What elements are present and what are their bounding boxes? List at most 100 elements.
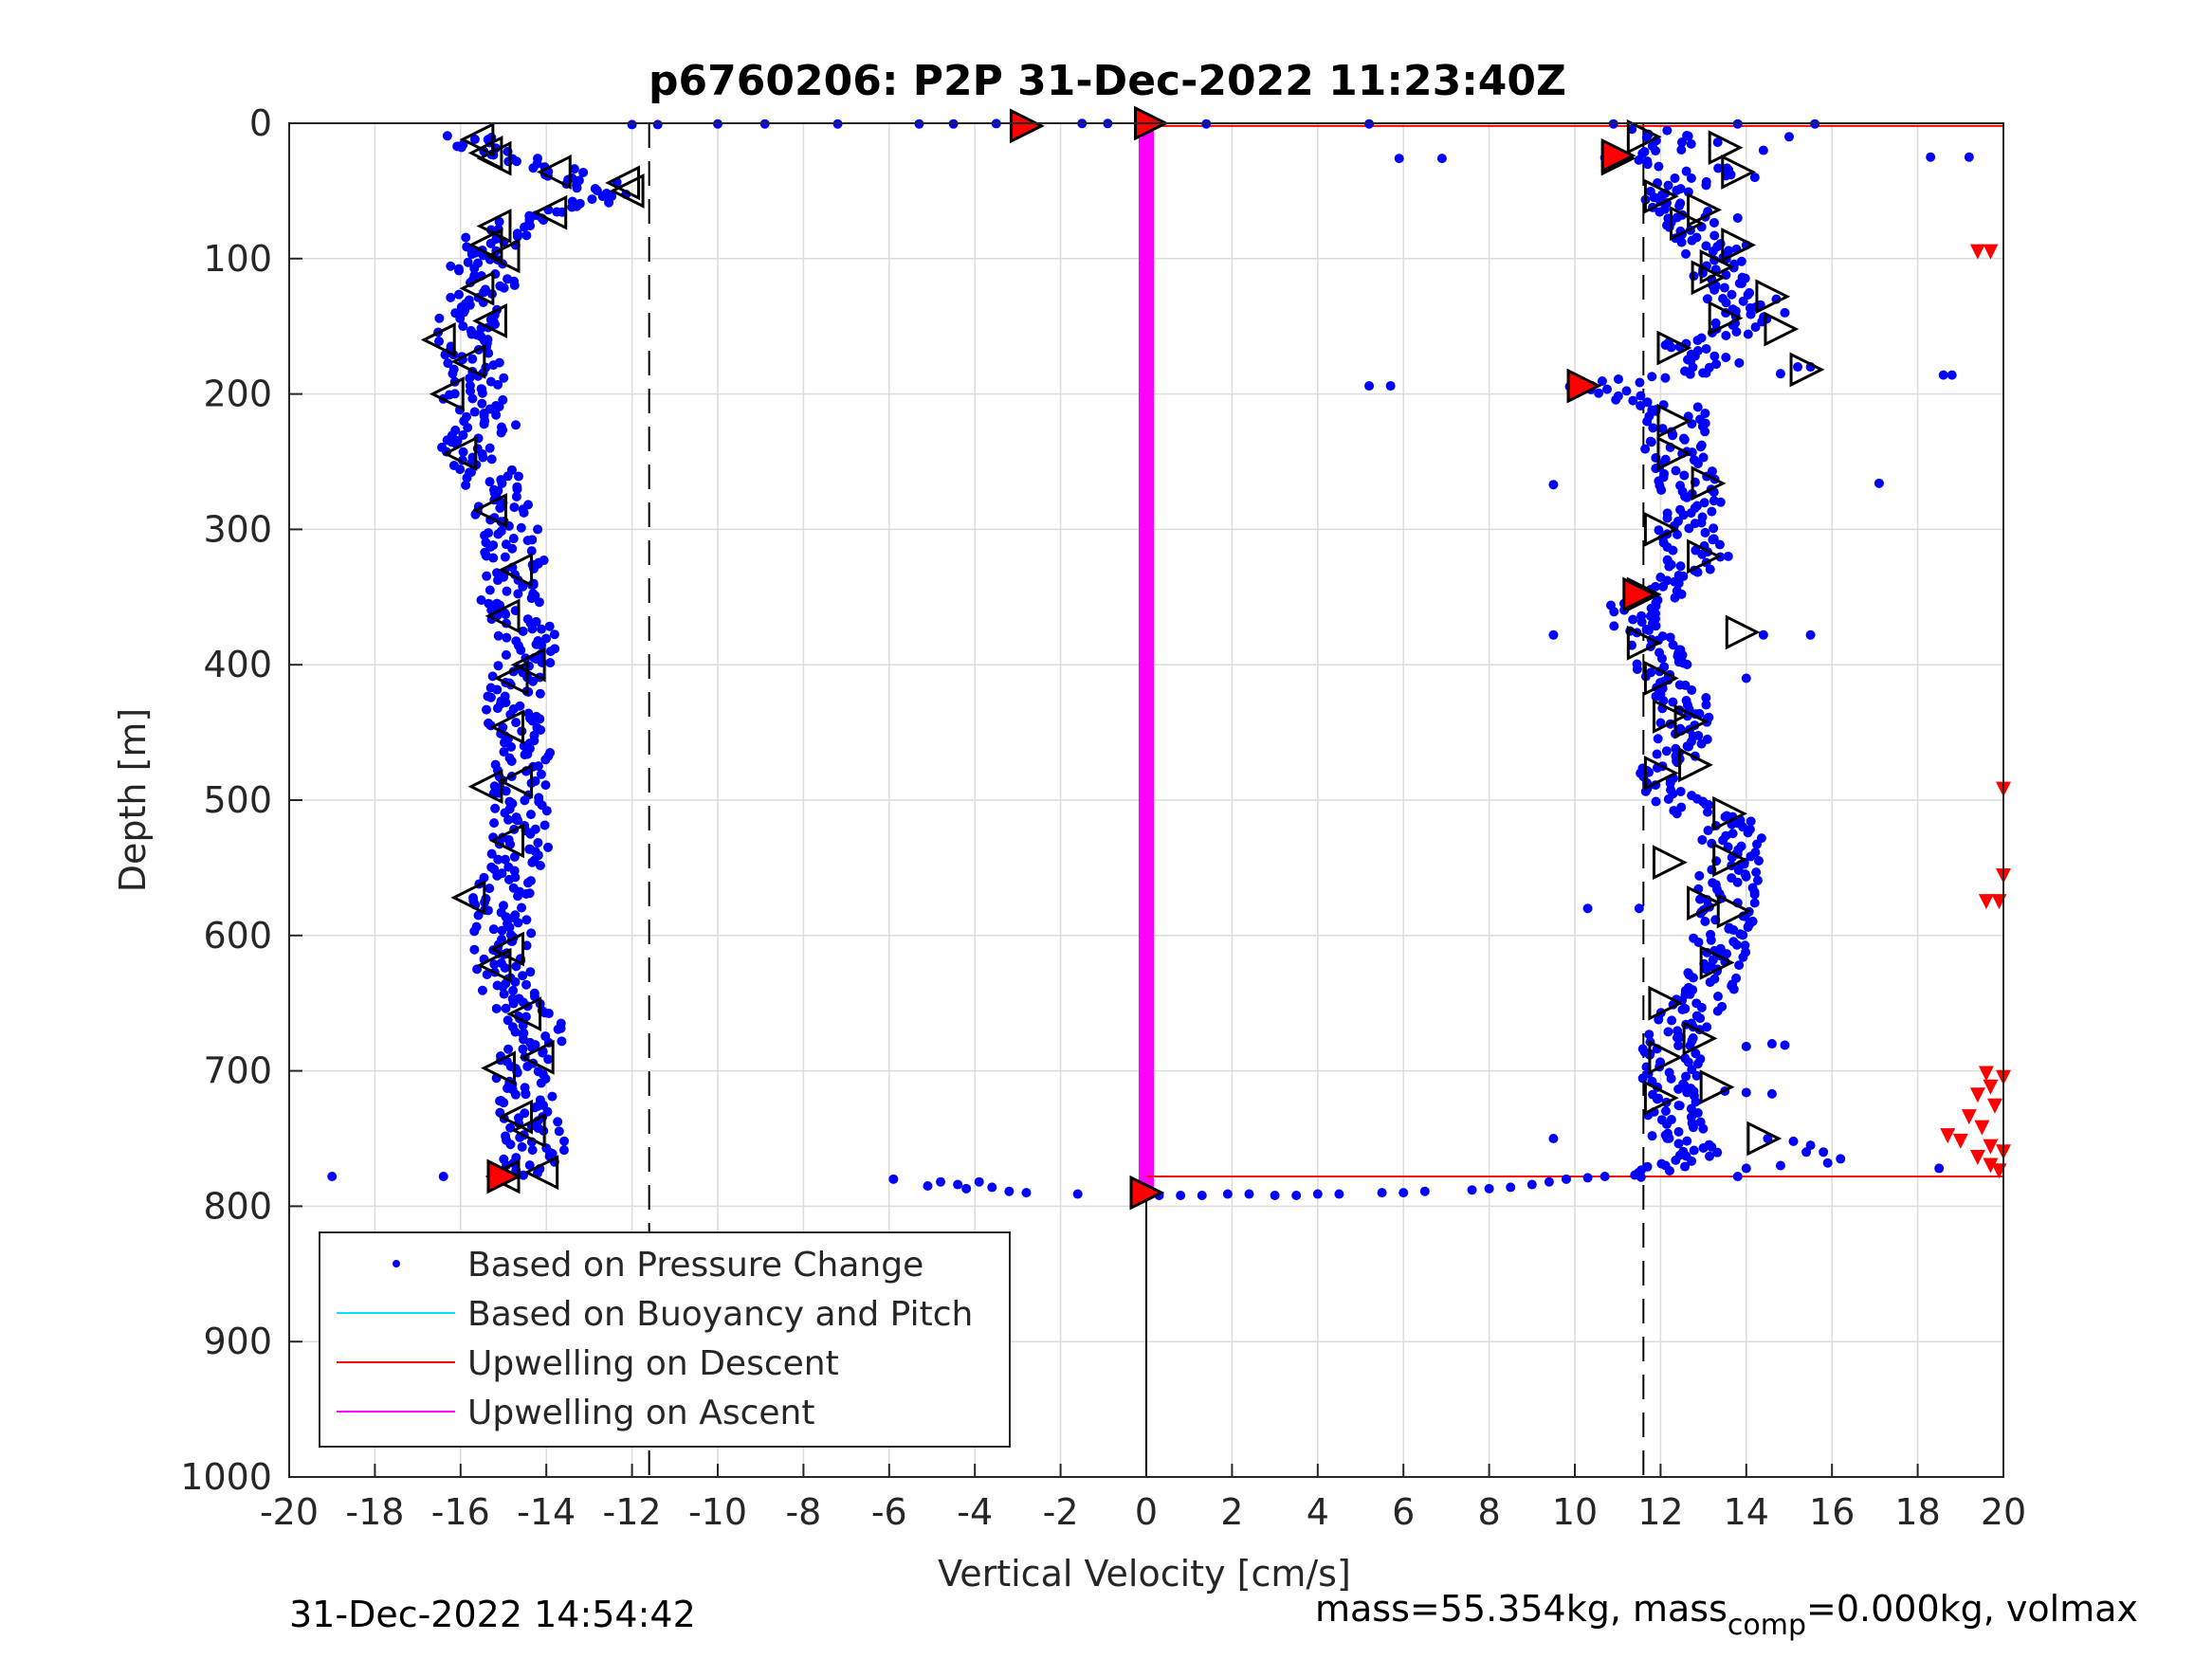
descent-point [1746,851,1756,862]
pitch-marker-left [429,376,465,412]
ascent-point [469,407,480,417]
ascent-point [504,922,515,933]
descent-point [1709,351,1720,361]
ascent-point [533,837,543,848]
pitch-marker-right [1626,625,1662,661]
pitch-marker-right [1708,301,1744,337]
descent-point [1684,741,1694,752]
ascent-point [484,348,494,358]
ascent-point [493,379,503,390]
ascent-point [461,232,471,243]
velocity-point [1582,903,1593,914]
descent-point [1731,939,1742,950]
descent-point [1651,146,1661,156]
descent-point [1597,376,1607,387]
descent-point [1749,889,1760,900]
descent-point [1641,133,1652,143]
descent-point [1692,336,1703,346]
descent-point [1728,984,1739,994]
ascent-point [525,967,536,977]
x-tick-label: 20 [1981,1491,2026,1533]
ascent-point [540,780,551,791]
ascent-point [521,1089,531,1100]
velocity-point [1934,1163,1945,1174]
ascent-point [587,194,597,205]
ascent-point [511,420,521,430]
ascent-point [488,924,499,935]
descent-point [1651,796,1661,807]
velocity-point [1526,1179,1537,1190]
descent-point [1674,201,1685,211]
ascent-point [549,629,559,640]
descent-point [1672,1032,1682,1043]
y-tick-label: 800 [203,1185,272,1227]
ascent-point [477,388,487,398]
descent-point [1664,222,1674,232]
ascent-point [535,861,545,871]
pitch-marker-right [1691,465,1727,501]
descent-point [1675,786,1686,796]
ascent-point [545,658,556,668]
descent-point [1686,173,1696,184]
ascent-point [492,684,503,695]
y-tick-label: 0 [249,102,272,144]
pitch-marker-left [459,121,495,157]
ascent-point [513,589,523,599]
descent-point [1681,1071,1691,1082]
descent-point [1687,235,1697,246]
upwelling-descent-marker [1983,1079,1999,1095]
descent-point [1701,180,1711,191]
descent-point [1693,937,1704,947]
descent-point [1662,1133,1673,1143]
pitch-marker-left [498,552,534,588]
descent-point [1694,894,1705,904]
ascent-point [521,979,532,990]
ascent-point [507,543,518,554]
ascent-point [442,131,452,141]
ascent-point [578,167,589,177]
descent-point [1654,161,1664,172]
ascent-point [493,529,503,539]
velocity-point [1947,370,1957,380]
descent-point [1705,977,1715,988]
pitch-marker-left [481,1050,516,1086]
ascent-point [497,478,507,488]
ascent-point [521,888,531,899]
ascent-point [512,484,522,495]
pitch-marker-left [519,1039,555,1075]
pitch-marker-left [442,436,478,471]
pitch-marker-right [1648,1039,1684,1075]
x-tick-label: 18 [1894,1491,1940,1533]
descent-point [1721,330,1731,340]
x-tick-label: 14 [1724,1491,1769,1533]
velocity-point [1364,381,1375,392]
descent-point [1609,621,1619,631]
ascent-point [494,402,504,412]
descent-point [1752,875,1763,885]
ascent-point [484,884,495,894]
x-tick-label: 8 [1478,1491,1501,1533]
descent-point [1697,834,1708,845]
pitch-marker-left [493,661,529,696]
pitch-marker-right [1712,842,1748,878]
descent-point [1689,1145,1699,1156]
velocity-point [1741,673,1751,684]
ascent-point [543,842,554,852]
descent-point [1750,322,1761,333]
velocity-point [1544,1176,1554,1187]
velocity-point [1334,1189,1344,1199]
descent-point [1718,835,1728,846]
ascent-point [498,981,508,992]
ascent-point [510,976,521,987]
velocity-point [1582,1173,1593,1183]
velocity-point [1758,145,1768,155]
pitch-marker-left [450,343,486,379]
pitch-marker-right [1626,118,1662,155]
ascent-point [482,571,492,581]
descent-point [1712,137,1723,148]
pitch-marker-left [498,1099,534,1135]
x-tick-labels: -20 -18 -16 -14 -12 -10 -8 -6 -4 -2 0 2 4 6 8 10 12 14 16 1… [260,1491,2026,1533]
descent-point [1752,839,1763,849]
ascent-point [522,536,533,546]
footer-mass-text-end: =0.000kg, volmax [1806,1588,2138,1630]
